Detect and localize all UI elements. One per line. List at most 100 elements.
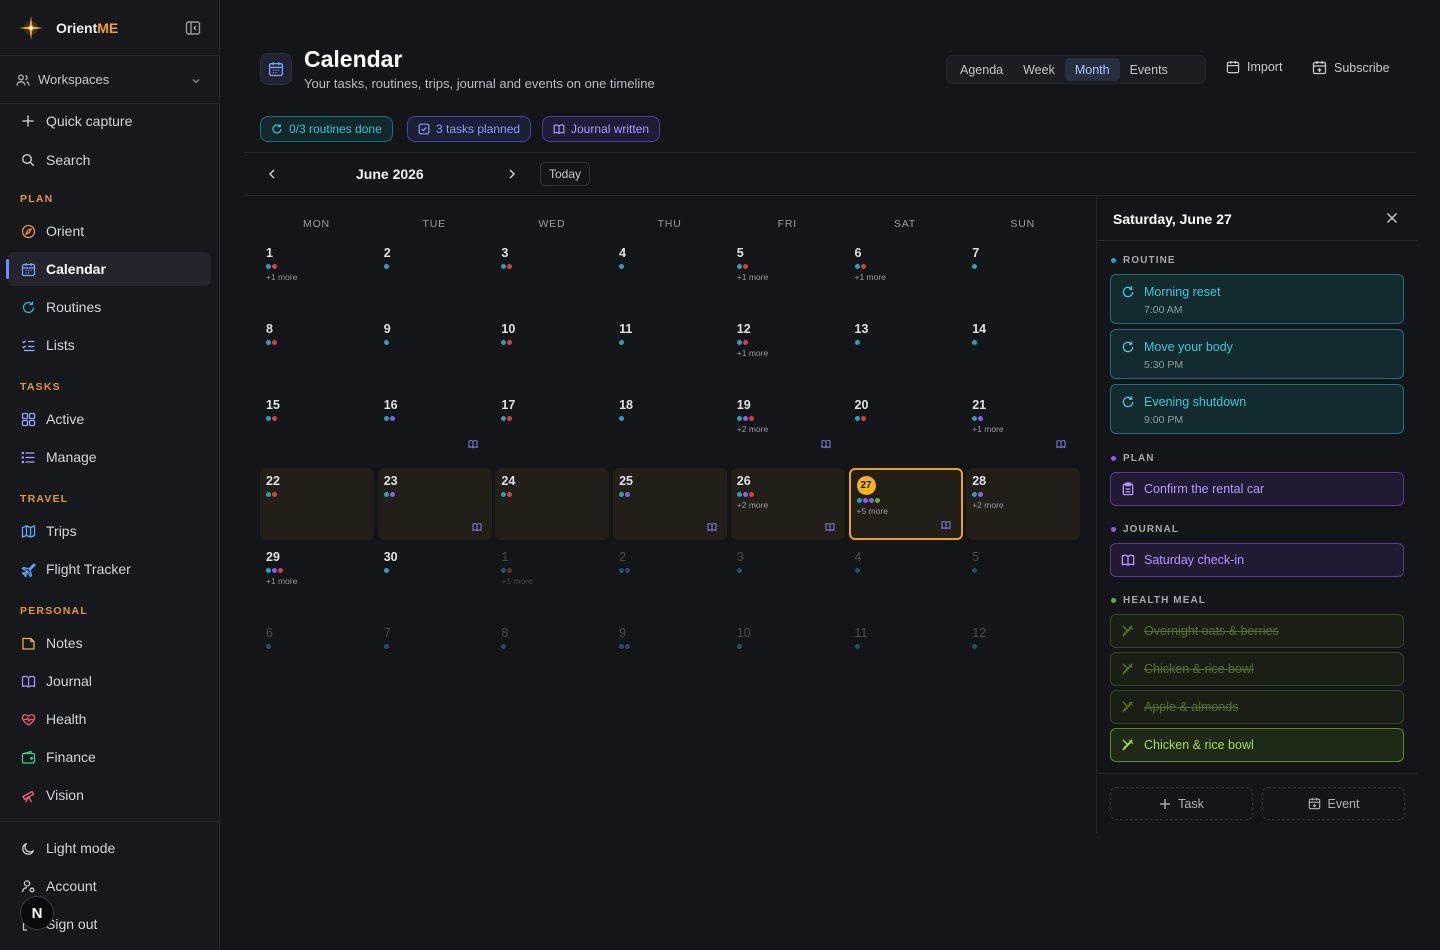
journal-card[interactable]: Saturday check-in [1110, 543, 1404, 577]
sidebar-collapse-icon[interactable] [185, 20, 201, 36]
panel-divider [1097, 240, 1417, 241]
calendar-day-cell[interactable]: 20 [849, 392, 963, 464]
day-number: 12 [972, 626, 987, 640]
day-number: 2 [619, 550, 627, 564]
sidebar-item-lists[interactable]: Lists [8, 328, 211, 362]
chevron-right-icon[interactable] [504, 166, 520, 182]
sidebar-item-flight-tracker[interactable]: Flight Tracker [8, 552, 211, 586]
meal-card[interactable]: Apple & almonds [1110, 690, 1404, 724]
sidebar-item-trips[interactable]: Trips [8, 514, 211, 548]
users-icon [16, 73, 30, 87]
import-button[interactable]: Import [1226, 60, 1282, 74]
sidebar-item-label: Health [46, 711, 87, 727]
add-event-button[interactable]: Event [1262, 787, 1405, 820]
tab-week[interactable]: Week [1023, 62, 1055, 77]
calendar-day-cell[interactable]: 24 [495, 468, 610, 540]
calendar-day-cell[interactable]: 21 +1 more [966, 392, 1080, 464]
calendar-day-cell[interactable]: 3 [495, 240, 609, 312]
calendar-day-cell[interactable]: 8 [495, 620, 609, 692]
tab-agenda[interactable]: Agenda [960, 62, 1004, 77]
weekday-header: TUE [422, 218, 446, 230]
calendar-day-cell[interactable]: 19 +2 more [731, 392, 845, 464]
calendar-day-cell[interactable]: 12 +1 more [731, 316, 845, 388]
calendar-day-cell[interactable]: 22 [260, 468, 374, 540]
calendar-day-cell[interactable]: 9 [613, 620, 727, 692]
routine-card[interactable]: Evening shutdown 9:00 PM [1110, 384, 1404, 434]
routine-card[interactable]: Morning reset 7:00 AM [1110, 274, 1404, 324]
routines-status-chip[interactable]: 0/3 routines done [260, 116, 393, 142]
sidebar-item-vision[interactable]: Vision [8, 778, 211, 812]
calendar-day-cell[interactable]: 5 +1 more [731, 240, 845, 312]
routine-card[interactable]: Move your body 5:30 PM [1110, 329, 1404, 379]
calendar-day-cell[interactable]: 6 [260, 620, 374, 692]
calendar-day-cell[interactable]: 11 [849, 620, 963, 692]
event-dot [748, 492, 754, 497]
calendar-day-cell[interactable]: 27 +5 more [848, 468, 963, 540]
add-task-button[interactable]: Task [1110, 787, 1253, 820]
close-icon[interactable] [1386, 212, 1398, 224]
light-mode-toggle[interactable]: Light mode [8, 831, 211, 865]
workspaces-switcher[interactable]: Workspaces [0, 56, 219, 104]
calendar-day-cell[interactable]: 1 +1 more [495, 544, 609, 616]
event-dot [854, 416, 860, 421]
calendar-day-cell[interactable]: 25 [613, 468, 728, 540]
calendar-day-cell[interactable]: 10 [731, 620, 845, 692]
tab-month[interactable]: Month [1064, 58, 1120, 81]
calendar-day-cell[interactable]: 30 [378, 544, 492, 616]
calendar-day-cell[interactable]: 13 [849, 316, 963, 388]
plan-card[interactable]: Confirm the rental car [1110, 472, 1404, 506]
calendar-day-cell[interactable]: 4 [849, 544, 963, 616]
more-events-label: +1 more [854, 272, 886, 282]
sidebar-item-routines[interactable]: Routines [8, 290, 211, 324]
calendar-day-cell[interactable]: 4 [613, 240, 727, 312]
calendar-day-cell[interactable]: 5 [966, 544, 1080, 616]
tab-events[interactable]: Events [1129, 62, 1168, 77]
search-button[interactable]: Search [8, 143, 211, 177]
calendar-day-cell[interactable]: 1 +1 more [260, 240, 374, 312]
calendar-day-cell[interactable]: 23 [377, 468, 492, 540]
journal-status-chip[interactable]: Journal written [542, 116, 661, 142]
calendar-day-cell[interactable]: 8 [260, 316, 374, 388]
account-button[interactable]: Account [8, 869, 211, 903]
chevron-left-icon[interactable] [264, 166, 280, 182]
calendar-day-cell[interactable]: 10 [495, 316, 609, 388]
calendar-day-cell[interactable]: 2 [613, 544, 727, 616]
calendar-day-cell[interactable]: 26 +2 more [730, 468, 845, 540]
calendar-day-cell[interactable]: 18 [613, 392, 727, 464]
meal-card[interactable]: Overnight oats & berries [1110, 614, 1404, 648]
quick-capture-button[interactable]: Quick capture [8, 104, 211, 138]
event-dot [736, 644, 742, 649]
more-events-label: +1 more [736, 348, 769, 358]
event-dot [972, 264, 978, 269]
calendar-day-cell[interactable]: 9 [378, 316, 492, 388]
sidebar-item-journal[interactable]: Journal [8, 664, 211, 698]
day-number: 3 [501, 246, 509, 260]
sidebar-item-finance[interactable]: Finance [8, 740, 211, 774]
calendar-day-cell[interactable]: 17 [495, 392, 609, 464]
meal-card[interactable]: Chicken & rice bowl [1110, 652, 1404, 686]
sidebar-item-manage[interactable]: Manage [8, 440, 211, 474]
today-button[interactable]: Today [540, 162, 590, 186]
calendar-day-cell[interactable]: 28 +2 more [966, 468, 1081, 540]
sidebar-item-calendar[interactable]: Calendar [6, 252, 211, 286]
calendar-day-cell[interactable]: 14 [966, 316, 1080, 388]
sidebar-item-active[interactable]: Active [8, 402, 211, 436]
tasks-status-chip[interactable]: 3 tasks planned [407, 116, 532, 142]
calendar-day-cell[interactable]: 16 [378, 392, 492, 464]
calendar-day-cell[interactable]: 7 [966, 240, 1080, 312]
calendar-day-cell[interactable]: 29 +1 more [260, 544, 374, 616]
calendar-day-cell[interactable]: 3 [731, 544, 845, 616]
calendar-day-cell[interactable]: 11 [613, 316, 727, 388]
calendar-day-cell[interactable]: 15 [260, 392, 374, 464]
dev-badge[interactable]: N [20, 896, 54, 930]
meal-card[interactable]: Chicken & rice bowl [1110, 728, 1404, 762]
sidebar-item-notes[interactable]: Notes [8, 626, 211, 660]
calendar-day-cell[interactable]: 7 [378, 620, 492, 692]
calendar-day-cell[interactable]: 12 [966, 620, 1080, 692]
event-dots [854, 264, 866, 269]
calendar-day-cell[interactable]: 2 [378, 240, 492, 312]
calendar-day-cell[interactable]: 6 +1 more [849, 240, 963, 312]
sidebar-item-orient[interactable]: Orient [8, 214, 211, 248]
subscribe-button[interactable]: Subscribe [1312, 60, 1390, 75]
sidebar-item-health[interactable]: Health [8, 702, 211, 736]
